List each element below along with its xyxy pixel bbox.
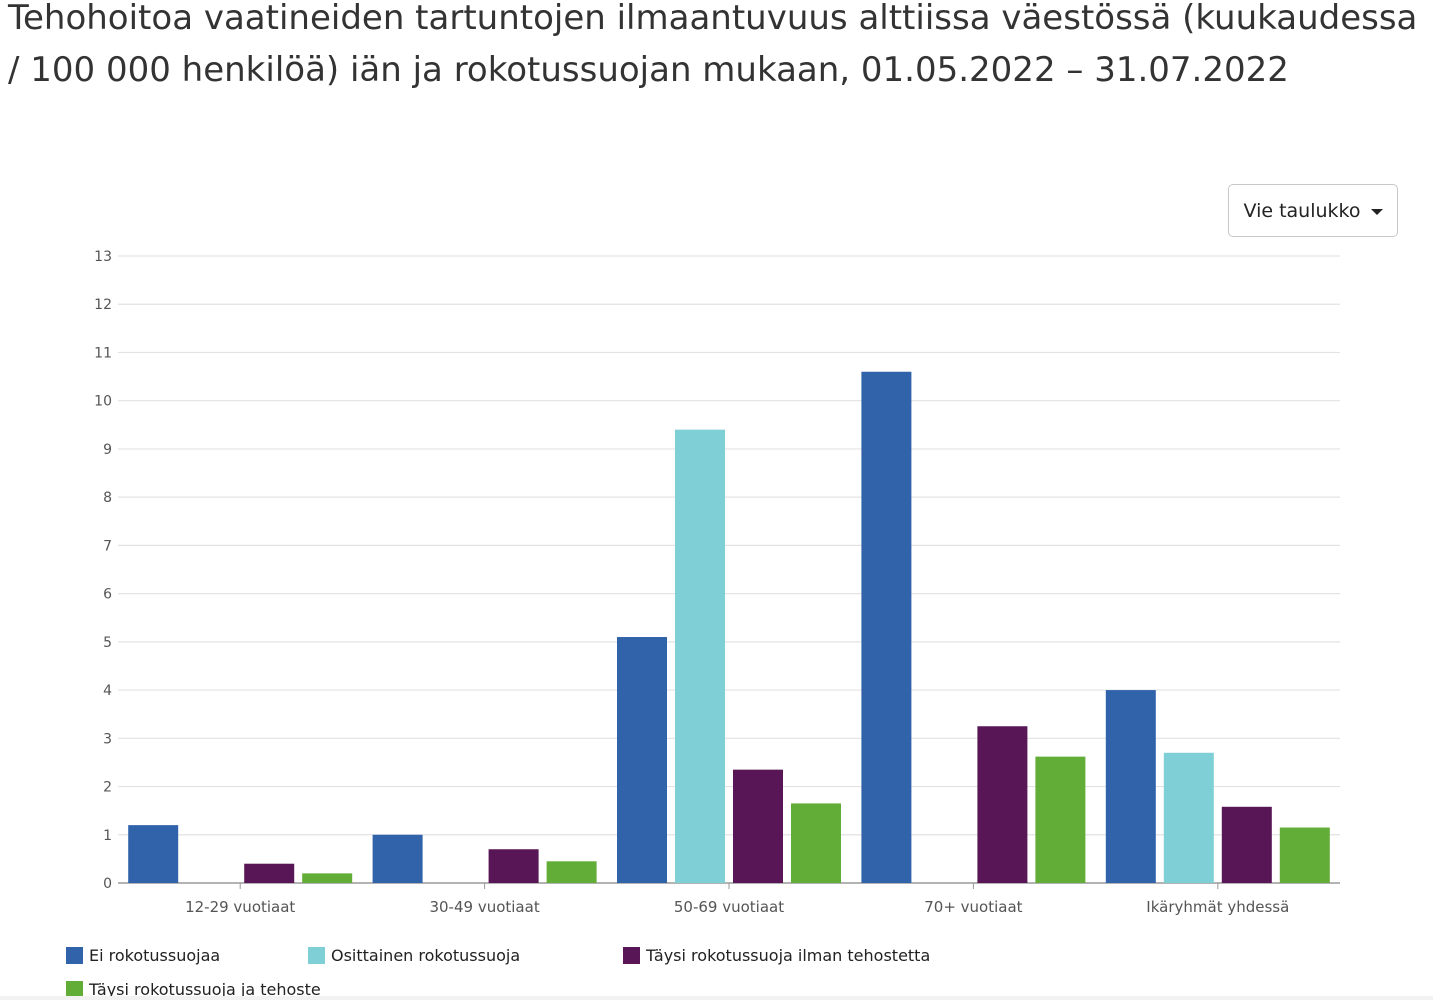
legend-item[interactable]: Täysi rokotussuoja ilman tehostetta: [623, 946, 930, 965]
x-tick-label: 30-49 vuotiaat: [429, 898, 539, 916]
chart-title: Tehohoitoa vaatineiden tartuntojen ilmaa…: [8, 0, 1418, 90]
legend-item[interactable]: Osittainen rokotussuoja: [308, 946, 520, 965]
export-table-button[interactable]: Vie taulukko: [1228, 184, 1398, 237]
export-button-label: Vie taulukko: [1243, 199, 1361, 222]
bar[interactable]: [1105, 690, 1156, 883]
x-tick-label: 12-29 vuotiaat: [185, 898, 295, 916]
x-tick-label: Ikäryhmät yhdessä: [1146, 898, 1289, 916]
legend-swatch: [66, 947, 83, 964]
x-axis-ticks: 12-29 vuotiaat 30-49 vuotiaat 50-69 vuotia…: [185, 883, 1289, 916]
y-tick-label: 1: [103, 828, 112, 844]
bar[interactable]: [675, 429, 725, 883]
y-tick-label: 11: [94, 345, 112, 361]
x-tick-label: 50-69 vuotiaat: [674, 898, 784, 916]
bar[interactable]: [128, 825, 179, 883]
x-tick-label: 70+ vuotiaat: [924, 898, 1022, 916]
legend-swatch: [66, 981, 83, 998]
bar[interactable]: [1279, 827, 1330, 883]
legend-label: Ei rokotussuojaa: [89, 946, 221, 965]
grid-lines: [118, 255, 1340, 884]
y-tick-label: 4: [103, 683, 112, 699]
y-tick-label: 3: [103, 731, 112, 747]
y-tick-label: 13: [94, 249, 112, 265]
legend-label: Osittainen rokotussuoja: [331, 946, 521, 965]
legend-swatch: [623, 947, 640, 964]
bar[interactable]: [1035, 756, 1086, 883]
legend: Ei rokotussuojaa Osittainen rokotussuoja T…: [66, 940, 1366, 1000]
bar[interactable]: [1163, 752, 1214, 883]
legend-divider: [0, 996, 1433, 1000]
bars: [128, 371, 1330, 883]
bar[interactable]: [302, 873, 353, 883]
y-tick-label: 6: [103, 587, 112, 603]
caret-down-icon: [1370, 208, 1383, 215]
bar[interactable]: [488, 849, 539, 883]
legend-label: Täysi rokotussuoja ilman tehostetta: [646, 946, 931, 965]
y-tick-label: 9: [103, 442, 112, 458]
y-tick-label: 12: [94, 297, 112, 313]
y-tick-label: 2: [103, 780, 112, 796]
legend-item[interactable]: Täysi rokotussuoja ja tehoste: [66, 980, 321, 999]
bar[interactable]: [372, 834, 423, 883]
legend-label: Täysi rokotussuoja ja tehoste: [89, 980, 321, 999]
y-tick-label: 8: [103, 490, 112, 506]
y-tick-label: 0: [103, 876, 112, 892]
bar[interactable]: [791, 803, 841, 883]
legend-swatch: [308, 947, 325, 964]
legend-item[interactable]: Ei rokotussuojaa: [66, 946, 220, 965]
bar[interactable]: [861, 371, 912, 883]
bar[interactable]: [1221, 806, 1272, 883]
bar[interactable]: [546, 861, 597, 883]
y-tick-label: 10: [94, 394, 112, 410]
bar[interactable]: [617, 637, 667, 883]
bar[interactable]: [733, 769, 783, 883]
bar[interactable]: [977, 726, 1028, 883]
y-tick-label: 5: [103, 635, 112, 651]
bar[interactable]: [244, 863, 295, 883]
y-tick-label: 7: [103, 538, 112, 554]
